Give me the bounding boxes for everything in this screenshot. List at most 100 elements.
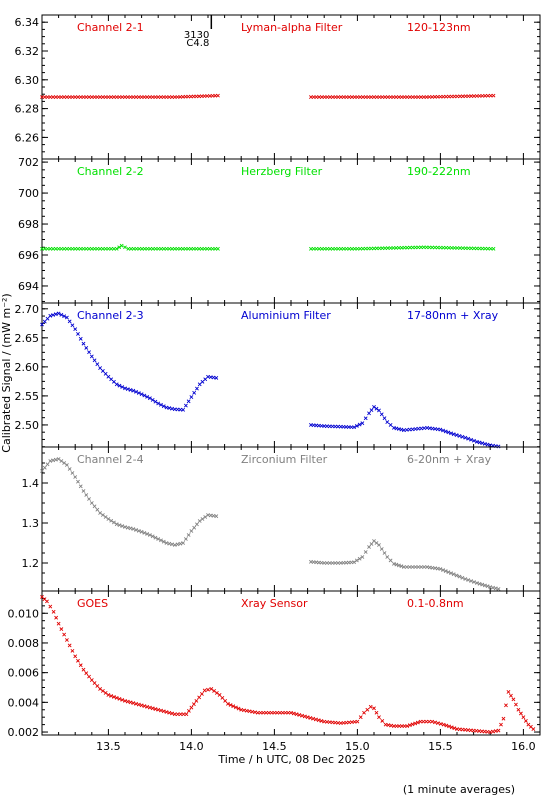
data-point [139,703,144,708]
data-point [56,311,61,316]
data-point [379,547,384,551]
data-point [416,565,421,569]
data-point [175,542,180,547]
data-point [48,459,53,463]
data-point [73,654,78,659]
y-tick-label: 2.55 [15,390,40,403]
data-point [73,475,78,479]
data-point [62,314,67,319]
data-point [184,712,189,717]
data-point [195,522,199,527]
data-point [145,532,150,536]
data-point [377,543,381,547]
data-point [451,572,456,577]
y-tick-label: 2.50 [15,419,40,432]
data-point [73,327,78,332]
data-point [81,341,86,346]
averaging-footnote: (1 minute averages) [403,783,515,796]
data-point [354,558,359,563]
data-point [164,541,169,545]
data-point [438,567,443,571]
data-point [92,358,97,363]
y-tick-label: 0.006 [8,667,40,680]
data-point [123,386,127,391]
panel-band-label: 17-80nm + Xray [407,309,499,322]
data-point [59,312,64,317]
data-point [117,245,122,250]
data-point [216,93,220,98]
data-point [488,585,493,589]
data-point [150,534,155,539]
data-point [482,441,487,446]
data-point [446,570,451,575]
data-point [236,706,241,711]
y-tick-label: 0.004 [8,696,40,709]
data-point [362,710,366,715]
x-tick-label: 13.5 [96,740,121,753]
data-point [206,687,210,692]
data-point [394,562,399,567]
data-point [244,708,249,713]
data-point [45,599,49,604]
data-point [125,699,130,704]
data-point [308,716,313,720]
data-point [239,707,244,712]
data-point [109,693,114,698]
data-point [197,519,202,523]
data-point [491,729,495,734]
data-point [396,563,401,568]
data-point [175,712,180,717]
data-point [95,362,100,367]
panel-filter-label: Aluminium Filter [241,309,331,322]
data-point [156,707,161,712]
data-point [472,580,476,584]
data-point [70,648,75,653]
data-point [493,729,498,733]
data-point [117,696,122,701]
data-point [134,528,138,532]
data-point [128,526,133,531]
y-tick-label: 0.008 [8,637,40,650]
panel-title: Channel 2-4 [77,453,144,466]
y-tick-label: 2.70 [15,303,40,316]
data-point [404,565,409,569]
data-point [67,467,72,471]
y-tick-label: 698 [18,218,39,231]
data-point [42,319,47,324]
data-point [352,560,356,565]
data-point [76,479,80,484]
data-point [446,430,451,435]
data-point [435,721,440,726]
data-point [84,345,89,350]
data-point [444,723,449,728]
data-point [294,712,299,717]
data-point [150,398,155,402]
y-tick-label: 2.60 [15,361,40,374]
data-point [305,715,310,720]
series-1 [40,595,536,734]
panel-channel-2-2: 694 696 698 700 702 Channel 2-2 Herzberg Filte… [18,156,541,304]
data-point [106,692,111,697]
data-point [377,715,381,720]
x-tick-label: 14.5 [262,740,287,753]
panel-band-label: 6-20nm + Xray [407,453,492,466]
data-point [466,578,471,582]
data-point [103,691,108,695]
y-axis-label: Calibrated Signal / (mW m⁻²) [0,293,13,452]
data-point [89,501,94,505]
data-point [228,703,233,707]
data-point [92,681,97,685]
data-point [430,719,435,724]
data-point [153,399,158,404]
data-point [363,416,368,421]
data-point [233,705,238,710]
data-point [78,336,83,341]
data-point [40,469,44,473]
y-tick-label: 6.34 [15,16,40,29]
data-point [514,702,518,707]
panel-title: GOES [77,597,108,610]
data-point [98,511,103,515]
data-point [363,550,368,554]
data-point [509,693,513,698]
series-1 [40,243,220,251]
